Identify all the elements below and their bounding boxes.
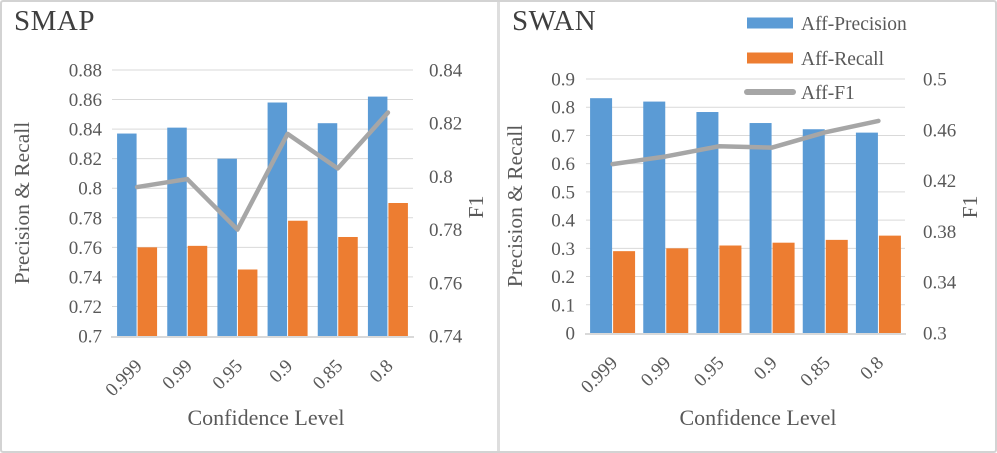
x-axis-title: Confidence Level [680, 405, 837, 430]
x-axis-category-label: 0.8 [366, 356, 398, 388]
y-axis-tick-label-right: 0.84 [429, 61, 463, 82]
x-axis-category-label: 0.99 [637, 353, 675, 391]
bar-aff-recall [137, 247, 158, 336]
y-axis-title-left: Precision & Recall [10, 122, 34, 284]
y-axis-tick-label-left: 0.88 [69, 61, 102, 82]
swan-chart-svg: 0 0.1 0.2 0.3 0.4 0.5 0.6 0.7 0.8 0.9 0.3 0.34 0.38 0… [503, 14, 982, 430]
y-axis-tick-label-right: 0.78 [429, 220, 462, 241]
bar-aff-precision [855, 132, 878, 333]
bar-aff-precision [696, 112, 719, 334]
chart-panel-swan: SWAN 0 0.1 0.2 0.3 0.4 0.5 0.6 0.7 0.8 0.9 0.3 0.34… [500, 2, 995, 451]
x-axis-category-label: 0.95 [209, 356, 247, 394]
x-axis-category-label: 0.85 [796, 353, 834, 391]
x-axis-category-label: 0.9 [750, 353, 782, 385]
y-axis-tick-label-right: 0.74 [429, 327, 463, 348]
x-axis-title: Confidence Level [188, 405, 345, 430]
y-axis-tick-label-right: 0.38 [923, 222, 956, 243]
legend-label-aff-recall: Aff-Recall [801, 49, 885, 70]
f1-line [610, 118, 881, 167]
y-axis-tick-label-left: 0.8 [78, 179, 102, 200]
x-axis-category-label: 0.95 [690, 353, 728, 391]
y-axis-tick-label-left: 0.82 [69, 149, 102, 170]
x-axis-category-label: 0.9 [265, 356, 297, 388]
legend-swatch-aff-precision [747, 17, 793, 29]
chart-title-smap: SMAP [14, 5, 95, 37]
y-axis-tick-label-right: 0.3 [923, 324, 947, 345]
y-axis-tick-label-right: 0.46 [923, 120, 956, 141]
bar-aff-precision [117, 133, 137, 336]
y-axis-tick-label-left: 0.78 [69, 208, 102, 229]
bar-aff-recall [613, 251, 636, 333]
bar-aff-recall [388, 203, 408, 336]
bar-aff-recall [719, 245, 742, 333]
y-axis-tick-label-left: 0.72 [69, 297, 102, 318]
y-axis-tick-label-left: 0.86 [69, 90, 102, 111]
legend-swatch-aff-f1 [744, 89, 796, 95]
y-axis-tick-label-right: 0.42 [923, 171, 956, 192]
bar-aff-recall [187, 245, 208, 336]
y-axis-tick-label-left: 0.1 [551, 295, 575, 316]
bar-aff-precision [317, 123, 338, 336]
bar-aff-recall [878, 235, 901, 333]
x-axis-category-label: 0.99 [158, 356, 196, 394]
f1-line [134, 110, 391, 232]
bar-aff-precision [749, 123, 772, 333]
y-axis-tick-label-right: 0.8 [429, 167, 453, 188]
y-axis-tick-label-left: 0.74 [69, 267, 103, 288]
smap-chart-svg: 0.7 0.72 0.74 0.76 0.78 0.8 0.82 0.84 0.86 0.88 0.… [10, 61, 488, 431]
y-axis-title-left: Precision & Recall [503, 125, 527, 287]
y-axis-tick-label-left: 0.5 [551, 182, 575, 203]
x-axis-category-label: 0.85 [309, 356, 347, 394]
y-axis-tick-label-right: 0.5 [923, 70, 947, 91]
bar-aff-recall [237, 269, 258, 336]
x-axis-category-label: 0.999 [577, 353, 622, 398]
panel-divider [497, 2, 500, 451]
y-axis-tick-label-left: 0.76 [69, 238, 102, 259]
y-axis-tick-label-right: 0.34 [923, 273, 957, 294]
bar-aff-recall [825, 239, 848, 333]
bar-aff-precision [167, 127, 187, 336]
bar-aff-precision [367, 96, 388, 336]
y-axis-title-right: F1 [464, 196, 488, 219]
y-axis-tick-label-left: 0.6 [551, 154, 575, 175]
y-axis-tick-label-left: 0.7 [551, 126, 575, 147]
bar-aff-precision [802, 129, 825, 333]
y-axis-tick-label-left: 0.84 [69, 120, 103, 141]
x-axis-category-label: 0.8 [856, 353, 888, 385]
bar-aff-recall [666, 248, 689, 333]
y-axis-tick-label-right: 0.76 [429, 273, 462, 294]
y-axis-tick-label-left: 0 [566, 324, 576, 345]
y-axis-tick-label-left: 0.8 [551, 98, 575, 119]
bar-aff-precision [217, 158, 237, 336]
y-axis-tick-label-left: 0.7 [78, 327, 102, 348]
x-axis-category-label: 0.999 [102, 356, 147, 401]
y-axis-tick-label-left: 0.4 [551, 211, 575, 232]
y-axis-tick-label-right: 0.82 [429, 114, 462, 135]
bar-aff-recall [772, 242, 795, 333]
y-axis-tick-label-left: 0.9 [551, 70, 575, 91]
bar-aff-precision [643, 101, 666, 333]
y-axis-title-right: F1 [958, 196, 982, 219]
bar-aff-recall [338, 236, 358, 336]
y-axis-tick-label-left: 0.3 [551, 239, 575, 260]
chart-panel-smap: SMAP 0.7 0.72 0.74 0.76 0.78 0.8 0.82 0.84 0.86 0… [2, 2, 497, 451]
bar-aff-precision [590, 98, 613, 334]
bar-aff-recall [288, 220, 308, 336]
legend-label-aff-precision: Aff-Precision [801, 14, 907, 35]
chart-title-swan: SWAN [512, 5, 597, 37]
legend-label-aff-f1: Aff-F1 [801, 83, 855, 104]
legend-swatch-aff-recall [747, 52, 793, 64]
y-axis-tick-label-left: 0.2 [551, 267, 575, 288]
